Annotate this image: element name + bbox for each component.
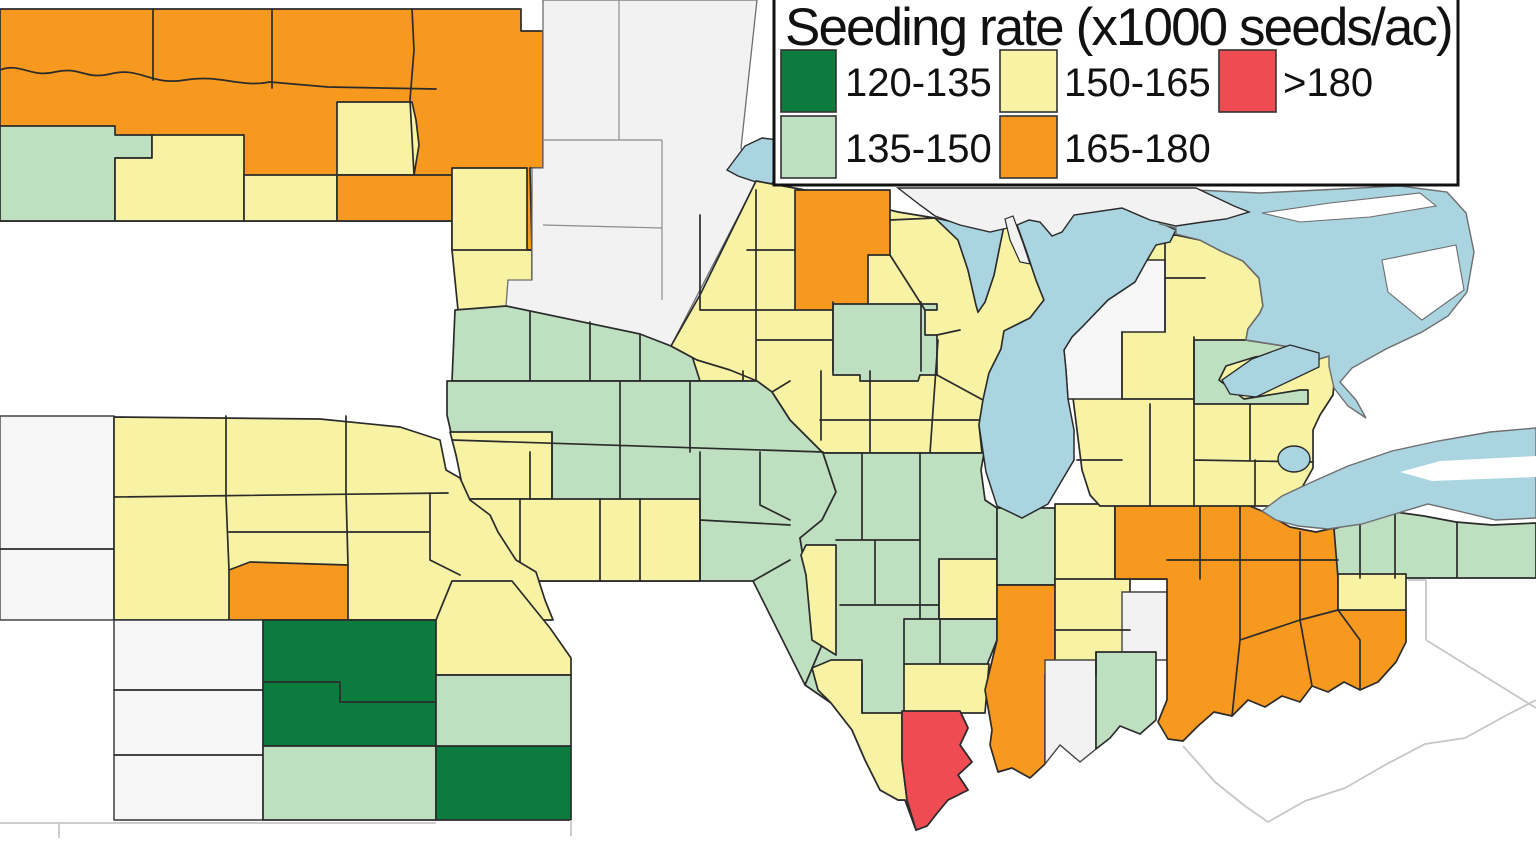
svg-text:Seeding rate (x1000 seeds/ac): Seeding rate (x1000 seeds/ac)	[785, 0, 1452, 57]
svg-text:>180: >180	[1283, 61, 1373, 105]
svg-text:120-135: 120-135	[845, 61, 992, 105]
svg-text:165-180: 165-180	[1064, 127, 1211, 171]
svg-text:150-165: 150-165	[1064, 61, 1211, 105]
svg-text:135-150: 135-150	[845, 127, 992, 171]
